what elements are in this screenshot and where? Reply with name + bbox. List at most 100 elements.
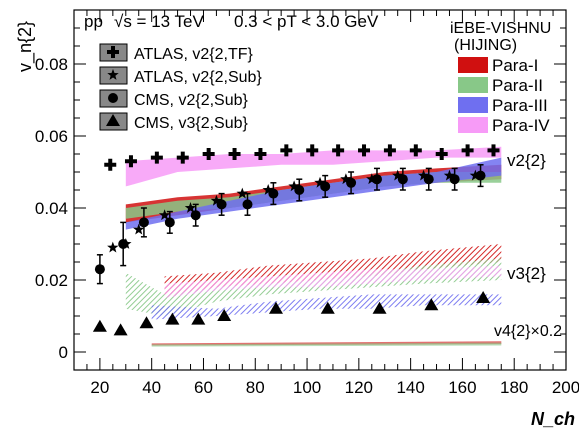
data-point-star <box>262 184 274 195</box>
pt-range-label: 0.3 < pT < 3.0 GeV <box>234 12 379 31</box>
y-tick-label: 0.02 <box>35 271 68 290</box>
legend-label-atlas-tf: ATLAS, v2{2,TF} <box>134 46 254 63</box>
data-point-triangle <box>372 301 387 314</box>
data-point-triangle <box>424 298 439 311</box>
legend-swatch-para-3 <box>458 97 488 113</box>
data-point-plus <box>280 144 293 157</box>
v4-band-2 <box>151 342 502 347</box>
data-point-star <box>366 173 378 185</box>
data-point-circle <box>475 170 486 181</box>
band-label-v4: v4{2}×0.2 <box>494 323 562 340</box>
data-point-plus <box>176 151 189 164</box>
y-axis-title: v_n{2} <box>15 21 36 72</box>
x-tick-label: 40 <box>142 378 161 397</box>
data-point-star <box>133 223 145 235</box>
data-point-triangle <box>476 291 491 303</box>
x-tick-label: 20 <box>90 378 109 397</box>
y-tick-label: 0 <box>59 343 68 362</box>
model-name: iEBE-VISHNU <box>450 20 551 37</box>
data-point-plus <box>461 144 474 157</box>
data-point-circle <box>371 174 382 185</box>
data-point-circle <box>242 199 253 210</box>
data-point-plus <box>150 151 163 164</box>
x-tick-label: 200 <box>552 378 579 397</box>
data-point-triangle <box>139 316 154 329</box>
data-point-star <box>236 187 248 199</box>
data-point-circle <box>118 239 129 249</box>
v2-band-3 <box>125 157 502 230</box>
data-point-star <box>469 169 482 181</box>
legend-label-para-3: Para-III <box>492 96 548 115</box>
model-subname: (HIJING) <box>454 37 517 54</box>
data-point-triangle <box>191 312 206 325</box>
legend-swatch-para-4 <box>458 117 488 133</box>
experiment-legend: ATLAS, v2{2,TF} ATLAS, v2{2,Sub} CMS, v2… <box>99 43 262 132</box>
model-bands <box>125 146 502 347</box>
x-tick-label: 160 <box>448 378 476 397</box>
system-label: pp <box>84 12 103 31</box>
x-tick-label: 60 <box>194 378 213 397</box>
data-point-plus <box>332 144 345 157</box>
data-point-star <box>158 209 171 221</box>
data-point-circle <box>138 217 149 228</box>
legend-label-para-4: Para-IV <box>492 116 550 135</box>
data-point-circle <box>320 181 331 192</box>
data-point-circle <box>216 199 227 210</box>
data-point-plus <box>383 144 396 157</box>
data-point-circle <box>423 174 434 185</box>
data-point-star <box>210 194 223 206</box>
data-point-circle <box>190 210 201 221</box>
data-point-star <box>417 169 430 181</box>
data-point-plus <box>306 144 319 157</box>
band-label-v3: v3{2} <box>507 264 546 283</box>
x-tick-label: 80 <box>246 378 265 397</box>
data-point-plus <box>254 148 267 160</box>
data-point-star <box>184 202 197 213</box>
data-point-triangle <box>320 301 335 314</box>
data-point-star <box>314 176 326 188</box>
data-point-circle <box>268 188 279 199</box>
x-tick-label: 140 <box>396 378 424 397</box>
data-point-triangle <box>113 323 128 336</box>
experiment-points <box>92 144 500 336</box>
data-point-triangle <box>165 312 180 325</box>
data-point-plus <box>202 148 215 160</box>
data-point-plus <box>487 144 500 157</box>
axis-ticks: 20 40 60 80 100 120 140 160 180 200 0 0.02 0.04 0.06 0… <box>35 9 579 397</box>
data-point-star <box>340 173 352 185</box>
legend-label-para-1: Para-I <box>492 56 538 75</box>
data-point-plus <box>358 144 371 157</box>
data-point-circle <box>397 174 408 185</box>
data-point-triangle <box>92 319 107 332</box>
legend-marker-triangle <box>106 114 120 126</box>
legend-marker-circle <box>108 93 118 103</box>
x-axis-title: N_ch <box>531 409 575 429</box>
y-tick-label: 0.04 <box>35 199 68 218</box>
data-point-plus <box>124 155 137 168</box>
energy-label: √s = 13 TeV <box>114 12 204 31</box>
data-point-circle <box>449 174 460 185</box>
data-point-circle <box>346 177 357 188</box>
legend-label-cms-v2: CMS, v2{2,Sub} <box>134 92 249 109</box>
band-label-v2: v2{2} <box>507 151 546 170</box>
data-point-circle <box>94 264 105 275</box>
data-point-plus <box>435 148 448 160</box>
legend-label-atlas-sub: ATLAS, v2{2,Sub} <box>134 69 262 86</box>
data-point-star <box>443 169 456 181</box>
legend-label-para-2: Para-II <box>492 76 543 95</box>
data-point-circle <box>164 217 175 228</box>
x-tick-label: 180 <box>500 378 528 397</box>
y-tick-label: 0.08 <box>35 55 68 74</box>
y-tick-label: 0.06 <box>35 127 68 146</box>
v2-band-4 <box>125 146 502 187</box>
v3-band-4 <box>164 265 502 298</box>
data-point-plus <box>228 148 241 160</box>
legend-label-cms-v3: CMS, v3{2,Sub} <box>134 115 249 132</box>
data-point-triangle <box>217 309 232 321</box>
legend-marker-star <box>107 69 119 80</box>
x-tick-label: 100 <box>293 378 321 397</box>
data-point-star <box>392 169 404 181</box>
legend-marker-plus <box>107 46 119 58</box>
data-point-plus <box>409 144 422 157</box>
